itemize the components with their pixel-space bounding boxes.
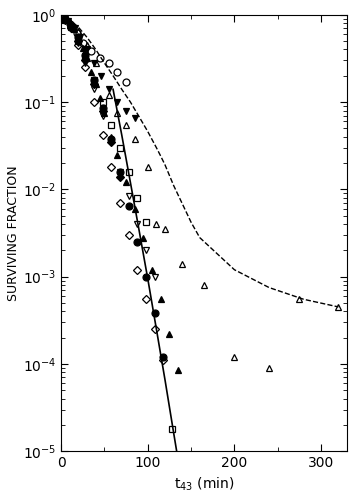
Y-axis label: SURVIVING FRACTION: SURVIVING FRACTION <box>7 165 20 301</box>
X-axis label: t$_{43}$ (min): t$_{43}$ (min) <box>174 476 234 493</box>
